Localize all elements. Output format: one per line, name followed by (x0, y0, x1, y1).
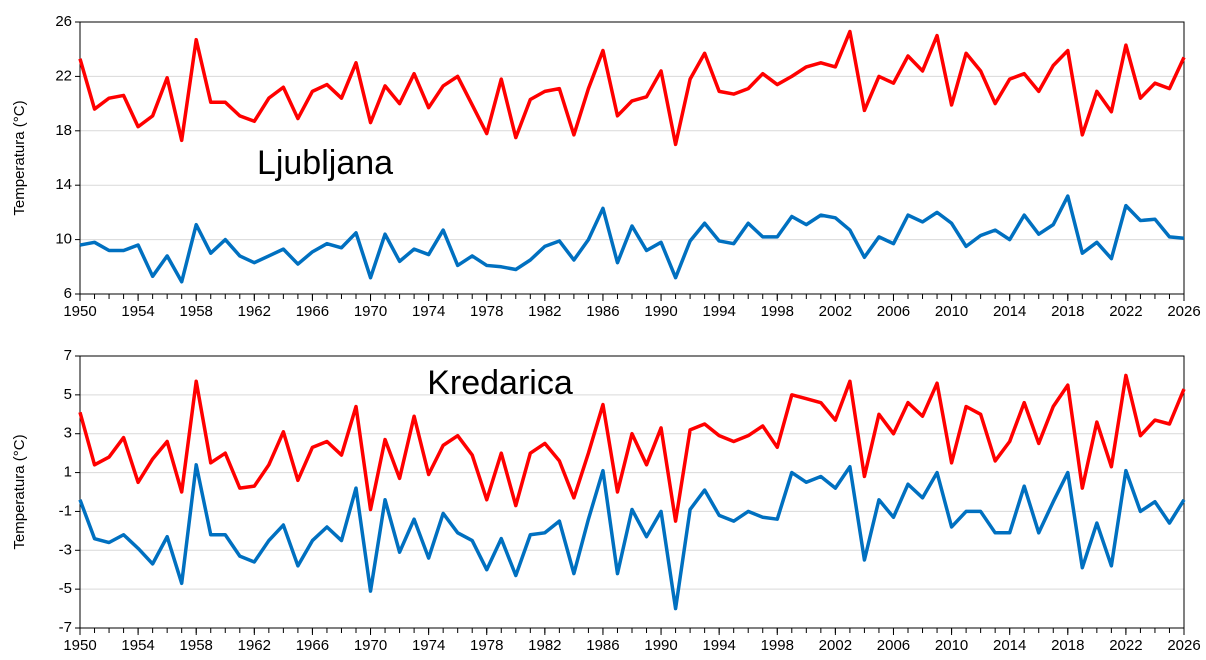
data-line (78, 463, 1186, 611)
y-tick-label: -1 (59, 502, 72, 519)
x-tick-label: 1978 (470, 303, 503, 320)
x-tick-label: 1978 (470, 637, 503, 654)
x-tick-label: 1966 (296, 637, 329, 654)
plot-frame (79, 355, 1185, 629)
x-tick-label: 1994 (702, 303, 735, 320)
data-line (78, 29, 1186, 147)
y-tick-label: -5 (59, 580, 72, 597)
x-tick-label: 1982 (528, 637, 561, 654)
x-tick-label: 2022 (1109, 637, 1142, 654)
x-tick-label: 1998 (761, 637, 794, 654)
x-tick-label: 2002 (819, 303, 852, 320)
y-tick-label: 14 (55, 176, 72, 193)
x-tick-label: 1990 (644, 303, 677, 320)
x-tick-label: 2010 (935, 637, 968, 654)
x-tick-label: 1958 (180, 303, 213, 320)
x-tick-label: 2018 (1051, 303, 1084, 320)
y-tick-label: -7 (59, 619, 72, 636)
y-tick-label: 10 (55, 231, 72, 248)
x-tick-label: 2014 (993, 303, 1026, 320)
y-tick-label: 7 (64, 347, 72, 364)
y-tick-label: 1 (64, 464, 72, 481)
x-tick-label: 1970 (354, 303, 387, 320)
y-axis-label: Temperatura (°C) (11, 100, 28, 215)
x-tick-label: 2026 (1167, 637, 1200, 654)
y-axis-label: Temperatura (°C) (11, 434, 28, 549)
x-tick-label: 1962 (238, 637, 271, 654)
x-tick-label: 2026 (1167, 303, 1200, 320)
x-tick-label: 1970 (354, 637, 387, 654)
x-tick-label: 1974 (412, 303, 445, 320)
x-tick-label: 2014 (993, 637, 1026, 654)
x-tick-label: 2010 (935, 303, 968, 320)
x-tick-label: 2002 (819, 637, 852, 654)
data-line (79, 194, 1185, 284)
x-tick-label: 1986 (586, 637, 619, 654)
station-annotation: Kredarica (427, 364, 573, 402)
x-tick-label: 2006 (877, 303, 910, 320)
y-tick-label: 18 (55, 122, 72, 139)
x-tick-label: 1966 (296, 303, 329, 320)
y-tick-label: 3 (64, 425, 72, 442)
y-tick-label: -3 (59, 541, 72, 558)
x-tick-label: 1958 (180, 637, 213, 654)
x-tick-label: 2006 (877, 637, 910, 654)
x-tick-label: 1982 (528, 303, 561, 320)
x-tick-label: 1950 (63, 303, 96, 320)
y-tick-label: 6 (64, 285, 72, 302)
x-tick-label: 1990 (644, 637, 677, 654)
x-tick-label: 1974 (412, 637, 445, 654)
x-tick-label: 1994 (702, 637, 735, 654)
x-tick-label: 2022 (1109, 303, 1142, 320)
y-tick-label: 22 (55, 67, 72, 84)
x-tick-label: 2018 (1051, 637, 1084, 654)
x-tick-label: 1954 (121, 303, 154, 320)
y-tick-label: 5 (64, 386, 72, 403)
x-tick-label: 1954 (121, 637, 154, 654)
x-tick-label: 1962 (238, 303, 271, 320)
data-line (78, 373, 1186, 523)
x-tick-label: 1998 (761, 303, 794, 320)
plot-frame (79, 21, 1185, 295)
x-tick-label: 1986 (586, 303, 619, 320)
y-tick-label: 26 (55, 13, 72, 30)
station-annotation: Ljubljana (257, 144, 393, 182)
x-tick-label: 1950 (63, 637, 96, 654)
